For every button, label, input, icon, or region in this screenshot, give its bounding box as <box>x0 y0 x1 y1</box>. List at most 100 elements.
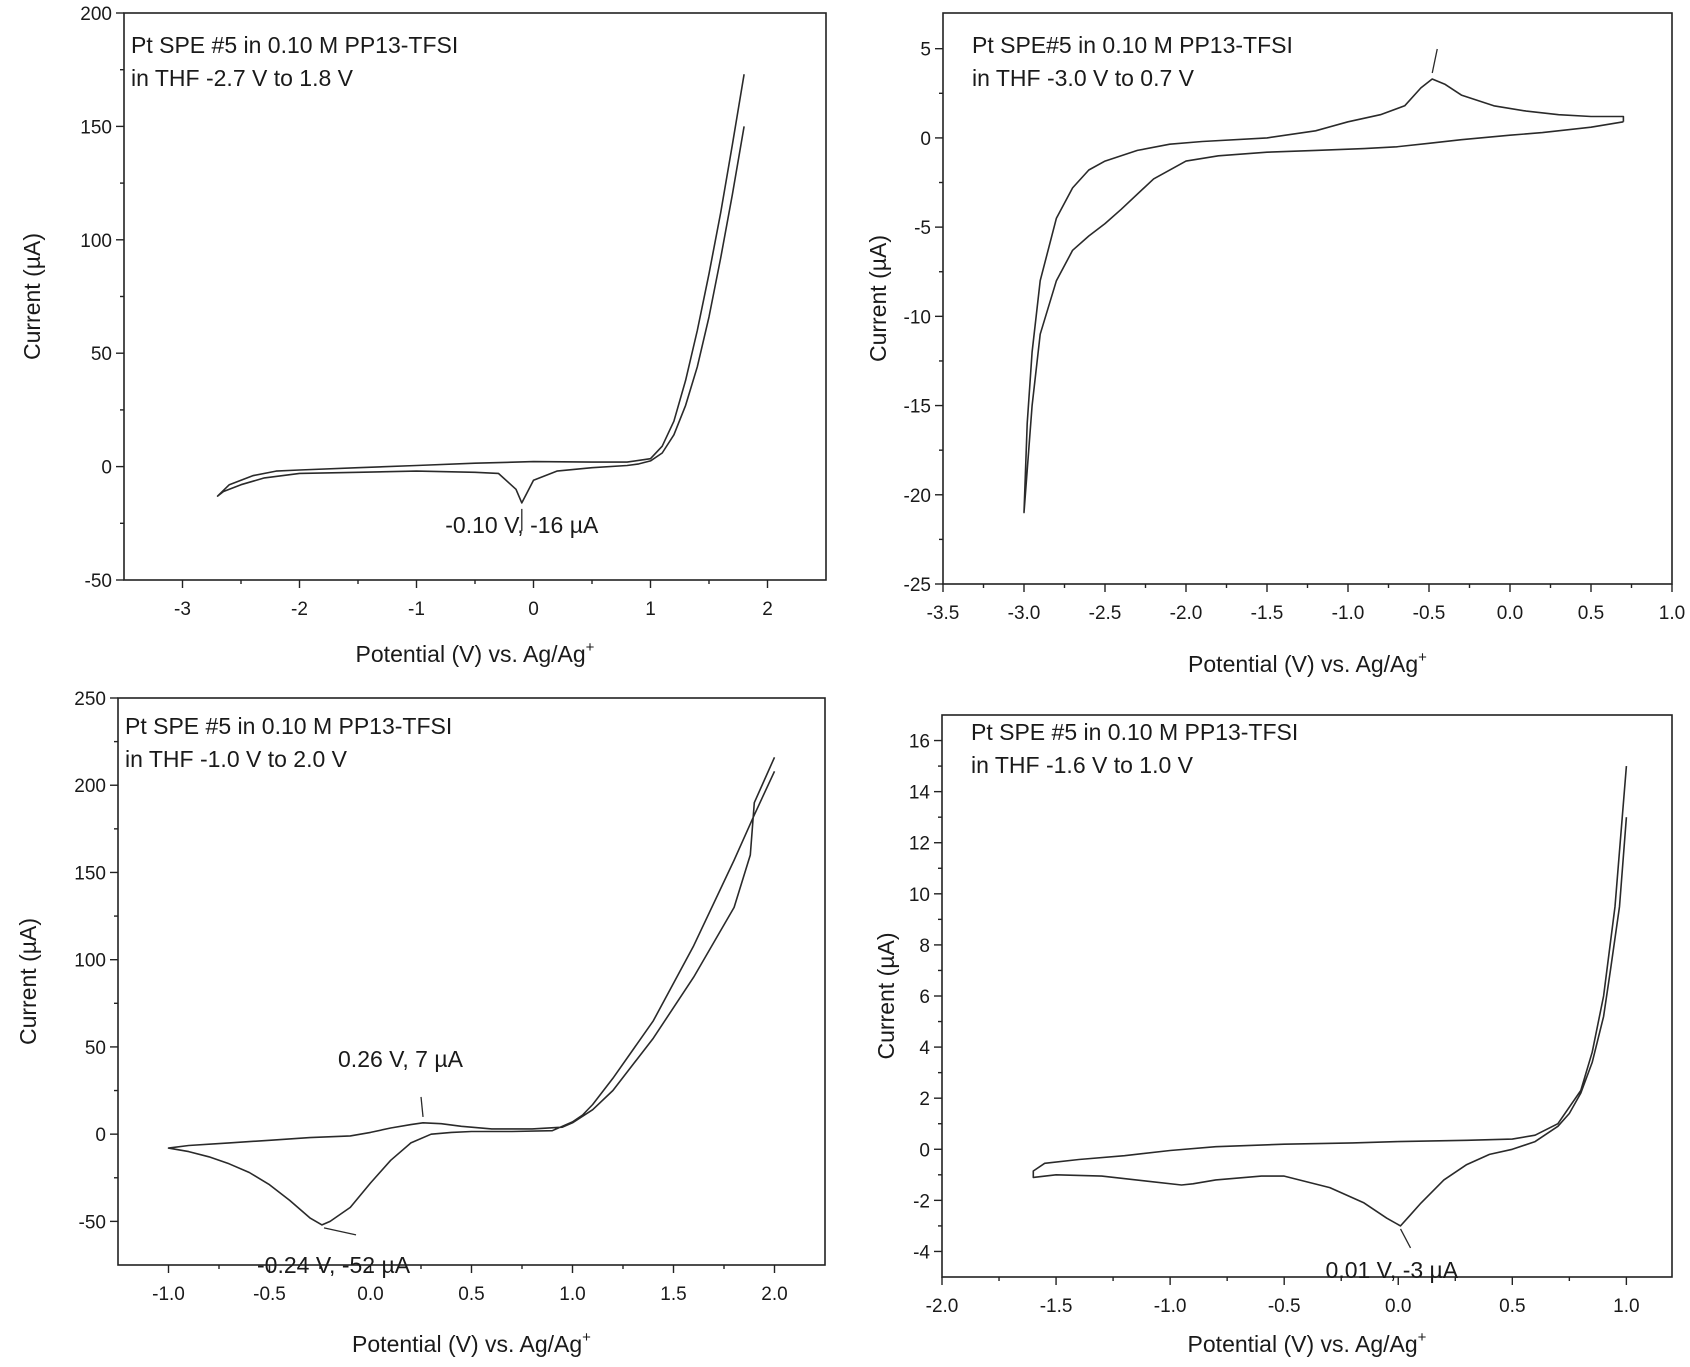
x-tick-label: 2 <box>762 599 773 620</box>
x-axis-label: Potential (V) vs. Ag/Ag+ <box>356 639 595 667</box>
x-axis-label: Potential (V) vs. Ag/Ag+ <box>352 1329 591 1357</box>
x-tick-label: -1.0 <box>152 1284 185 1305</box>
y-tick-label: 100 <box>80 231 112 252</box>
panel-note-line: in THF -2.7 V to 1.8 V <box>131 65 354 91</box>
y-tick-label: 150 <box>80 117 112 138</box>
chart-panel-4: -2.0 -1.5 -1.0 -0.5 0.0 0.5 1.0 -4 -2 0 2 4 6 8 10 12 14… <box>873 714 1673 1357</box>
x-tick-label: -0.5 <box>253 1284 286 1305</box>
y-tick-label: 100 <box>74 951 106 972</box>
plot-frame <box>123 12 827 581</box>
x-axis-label-superscript: + <box>582 1329 591 1346</box>
x-tick-label: -3.0 <box>1008 603 1041 624</box>
peak-annotation: 0.26 V, 7 µA <box>338 1046 464 1072</box>
panel-note-line: Pt SPE#5 in 0.10 M PP13-TFSI <box>972 32 1293 58</box>
y-tick-label: 0 <box>919 1140 930 1161</box>
panel-note-line: in THF -1.0 V to 2.0 V <box>125 746 348 772</box>
cv-curve <box>1032 766 1628 1227</box>
x-tick-label: -3.5 <box>927 603 960 624</box>
y-axis-label: Current (µA) <box>865 235 891 362</box>
annotation-leader <box>1431 48 1438 74</box>
peak-annotation: -0.24 V, -52 µA <box>257 1252 411 1278</box>
y-axis-label: Current (µA) <box>19 233 45 360</box>
y-axis-label: Current (µA) <box>15 918 41 1045</box>
x-axis-label-text: Potential (V) vs. Ag/Ag <box>356 641 586 667</box>
peak-annotation: -0.10 V, -16 µA <box>445 512 599 538</box>
y-tick-label: -25 <box>904 575 931 596</box>
x-axis-label: Potential (V) vs. Ag/Ag+ <box>1188 649 1427 677</box>
x-tick-label: 1 <box>645 599 656 620</box>
x-tick-label: 0.0 <box>1497 603 1523 624</box>
x-axis-label-superscript: + <box>1418 649 1427 666</box>
y-tick-label: 4 <box>919 1038 930 1059</box>
x-tick-label: 0 <box>528 599 539 620</box>
annotation-leader <box>1399 1228 1412 1249</box>
chart-panel-3: -1.0 -0.5 0.0 0.5 1.0 1.5 2.0 -50 0 50 100 150 200 25… <box>15 689 826 1357</box>
y-tick-label: -50 <box>85 571 112 592</box>
x-tick-label: 0.0 <box>357 1284 383 1305</box>
panel-note-line: in THF -1.6 V to 1.0 V <box>971 752 1194 778</box>
y-tick-label: 0 <box>920 129 931 150</box>
x-tick-label: -2.0 <box>1170 603 1203 624</box>
y-tick-label: 0 <box>95 1125 106 1146</box>
plot-frame <box>117 697 826 1266</box>
x-axis-label-text: Potential (V) vs. Ag/Ag <box>352 1331 582 1357</box>
y-tick-label: -10 <box>904 307 931 328</box>
x-tick-label: 0.5 <box>458 1284 484 1305</box>
x-tick-label: 1.0 <box>1659 603 1685 624</box>
x-axis-label-text: Potential (V) vs. Ag/Ag <box>1188 1331 1418 1357</box>
x-tick-label: -1.0 <box>1154 1296 1187 1317</box>
x-tick-label: -1.5 <box>1040 1296 1073 1317</box>
cv-curve <box>216 74 745 504</box>
x-tick-label: -3 <box>174 599 191 620</box>
chart-panel-2: -3.5 -3.0 -2.5 -2.0 -1.5 -1.0 -0.5 0.0 0.5 1.0 -25… <box>865 12 1685 677</box>
y-tick-label: -20 <box>904 486 931 507</box>
y-tick-label: 50 <box>91 344 112 365</box>
panel-note-line: Pt SPE #5 in 0.10 M PP13-TFSI <box>131 32 458 58</box>
panel-note-line: Pt SPE #5 in 0.10 M PP13-TFSI <box>125 713 452 739</box>
x-tick-label: -1.5 <box>1251 603 1284 624</box>
x-tick-label: 1.5 <box>660 1284 686 1305</box>
y-tick-label: 2 <box>919 1089 930 1110</box>
y-tick-label: 12 <box>909 834 930 855</box>
x-axis-label-superscript: + <box>1418 1329 1427 1346</box>
cv-curve <box>167 756 776 1226</box>
x-axis-label-text: Potential (V) vs. Ag/Ag <box>1188 651 1418 677</box>
x-tick-label: 0.5 <box>1578 603 1604 624</box>
annotation-leader <box>420 1096 424 1118</box>
y-tick-label: 6 <box>919 987 930 1008</box>
x-tick-label: -2.5 <box>1089 603 1122 624</box>
y-tick-label: 8 <box>919 936 930 957</box>
y-tick-label: -2 <box>913 1191 930 1212</box>
peak-annotation: 0.01 V, -3 µA <box>1326 1257 1459 1283</box>
y-tick-label: 200 <box>74 776 106 797</box>
y-tick-label: 10 <box>909 885 930 906</box>
x-axis-label: Potential (V) vs. Ag/Ag+ <box>1188 1329 1427 1357</box>
y-axis-label: Current (µA) <box>873 933 899 1060</box>
y-tick-label: 150 <box>74 863 106 884</box>
y-tick-label: -15 <box>904 397 931 418</box>
x-tick-label: -0.5 <box>1413 603 1446 624</box>
y-tick-label: 250 <box>74 689 106 710</box>
x-tick-label: -0.5 <box>1268 1296 1301 1317</box>
y-tick-label: -50 <box>79 1212 106 1233</box>
x-axis-label-superscript: + <box>586 639 595 656</box>
chart-panel-1: -3 -2 -1 0 1 2 -50 0 50 100 150 200 Potential (V) vs… <box>19 4 827 667</box>
y-tick-label: -5 <box>914 218 931 239</box>
x-tick-label: -2 <box>291 599 308 620</box>
y-tick-label: 0 <box>101 458 112 479</box>
y-tick-label: 200 <box>80 4 112 25</box>
x-tick-label: 0.5 <box>1499 1296 1525 1317</box>
x-tick-label: -1.0 <box>1332 603 1365 624</box>
plot-frame <box>941 714 1673 1278</box>
x-tick-label: -1 <box>408 599 425 620</box>
cv-curve <box>1023 78 1625 514</box>
y-tick-label: -4 <box>913 1242 930 1263</box>
panel-note-line: Pt SPE #5 in 0.10 M PP13-TFSI <box>971 719 1298 745</box>
y-tick-label: 50 <box>85 1038 106 1059</box>
panel-note-line: in THF -3.0 V to 0.7 V <box>972 65 1195 91</box>
x-tick-label: -2.0 <box>926 1296 959 1317</box>
x-tick-label: 1.0 <box>1613 1296 1639 1317</box>
x-tick-label: 2.0 <box>761 1284 787 1305</box>
x-tick-label: 0.0 <box>1385 1296 1411 1317</box>
